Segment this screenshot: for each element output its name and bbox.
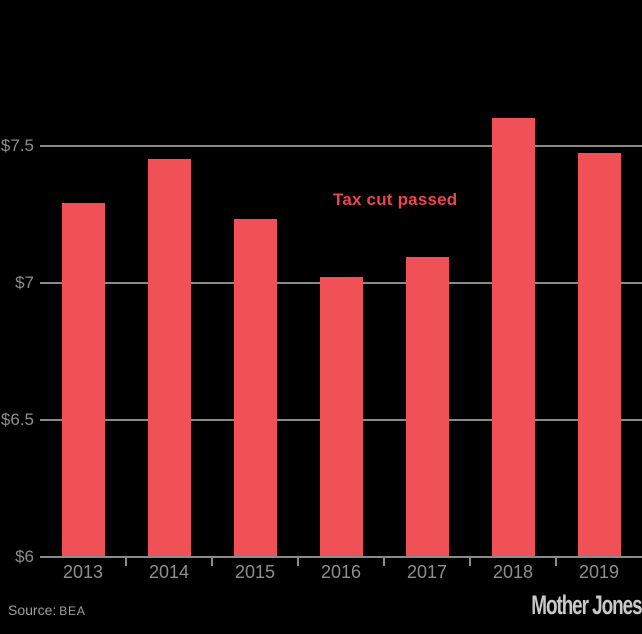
bar-2018 [491, 117, 535, 556]
y-tick-label: $6.5 [0, 410, 34, 429]
x-tick-mark [211, 558, 213, 566]
x-tick-mark [383, 558, 385, 566]
source-value: BEA [59, 604, 86, 618]
bar-2013 [61, 202, 105, 556]
x-tick-label: 2019 [578, 562, 620, 582]
bar-2019 [577, 153, 621, 556]
x-tick-mark [469, 558, 471, 566]
bar-2014 [147, 158, 191, 556]
mother-jones-logo: Mother Jones [531, 590, 642, 620]
annotation-tax-cut-passed: Tax cut passed [333, 190, 458, 209]
bar-2017 [405, 257, 449, 556]
gridline [40, 145, 642, 147]
y-tick-label: $7 [15, 273, 34, 292]
source-label: Source: [8, 602, 57, 618]
x-tick-label: 2015 [234, 562, 276, 582]
x-tick-mark [297, 558, 299, 566]
source-credit: Source: BEA [8, 602, 86, 618]
x-tick-label: 2014 [148, 562, 190, 582]
x-tick-label: 2013 [62, 562, 104, 582]
bar-2015 [233, 218, 277, 556]
bar-2016 [319, 276, 363, 556]
x-tick-label: 2016 [320, 562, 362, 582]
y-tick-label: $7.5 [0, 136, 34, 155]
y-tick-label: $6 [15, 547, 34, 566]
x-tick-label: 2018 [492, 562, 534, 582]
x-tick-mark [125, 558, 127, 566]
x-tick-label: 2017 [406, 562, 448, 582]
x-axis-line [40, 556, 642, 558]
x-tick-mark [555, 558, 557, 566]
